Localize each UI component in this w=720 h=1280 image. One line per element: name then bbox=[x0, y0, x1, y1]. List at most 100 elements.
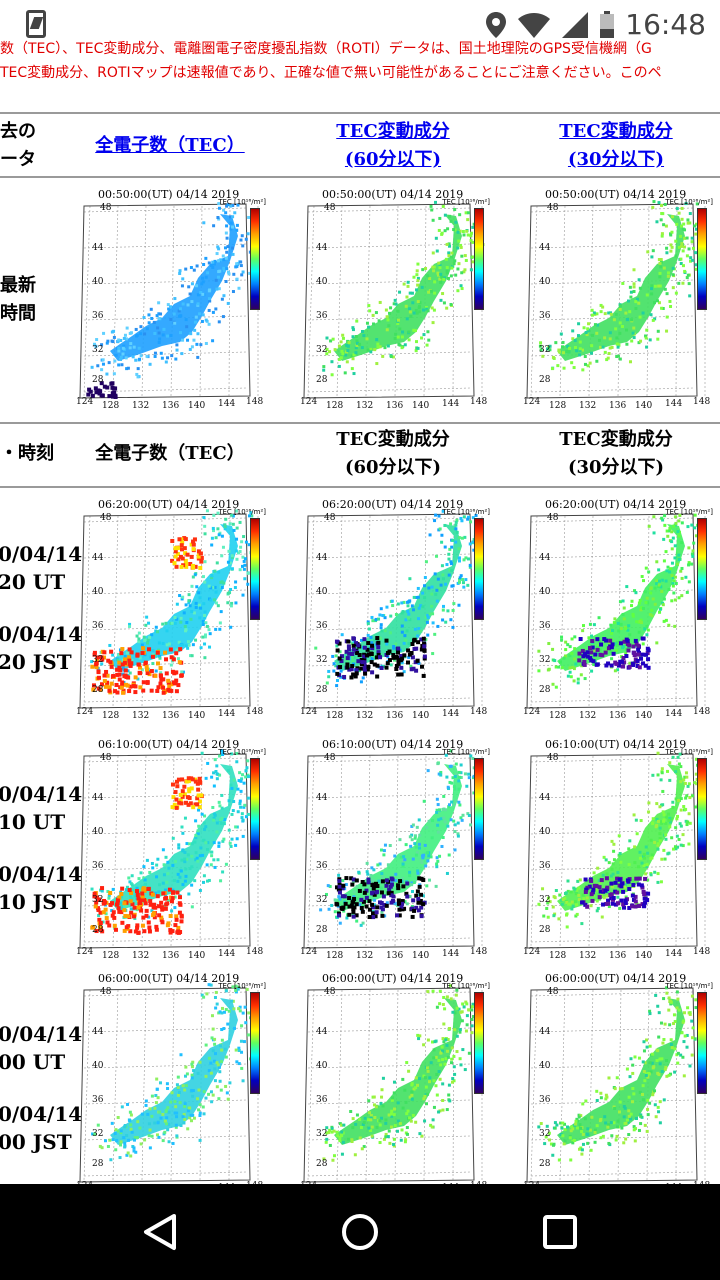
svg-text:124: 124 bbox=[300, 707, 317, 717]
row3-date-ut: 0/04/14 bbox=[0, 1022, 83, 1046]
map-row2-tec-30[interactable]: 48 44 40 36 32 28 124 128 132 136 140 144 148 06:10:… bbox=[517, 736, 717, 966]
svg-text:128: 128 bbox=[326, 401, 343, 411]
svg-text:132: 132 bbox=[356, 951, 373, 961]
svg-text:128: 128 bbox=[326, 711, 343, 721]
svg-text:28: 28 bbox=[539, 1159, 551, 1169]
svg-text:132: 132 bbox=[132, 951, 149, 961]
svg-text:144: 144 bbox=[218, 399, 235, 409]
svg-text:136: 136 bbox=[162, 951, 179, 961]
svg-text:144: 144 bbox=[665, 709, 682, 719]
svg-text:28: 28 bbox=[92, 925, 104, 935]
row1-date-jst: 0/04/14 bbox=[0, 622, 83, 646]
recents-icon[interactable] bbox=[542, 1214, 578, 1250]
svg-text:36: 36 bbox=[539, 621, 551, 631]
svg-text:144: 144 bbox=[442, 949, 459, 959]
svg-text:36: 36 bbox=[316, 1095, 328, 1105]
notification-icon bbox=[26, 10, 46, 38]
svg-text:44: 44 bbox=[92, 793, 104, 803]
map-row1-tec[interactable]: 48 44 40 36 32 28 124 128 132 136 140 144 148 06:20:… bbox=[70, 496, 270, 726]
svg-text:44: 44 bbox=[539, 553, 551, 563]
svg-text:136: 136 bbox=[609, 401, 626, 411]
map-latest-tec[interactable]: 48 44 40 36 32 28 124 128 132 136 140 144 148 00:50:… bbox=[70, 186, 270, 416]
svg-text:148: 148 bbox=[470, 947, 487, 957]
tec-variation-30-link[interactable]: TEC変動成分 (30分以下) bbox=[559, 121, 673, 170]
svg-text:28: 28 bbox=[92, 1159, 104, 1169]
svg-text:140: 140 bbox=[412, 711, 429, 721]
map-row1-tec-60[interactable]: 48 44 40 36 32 28 124 128 132 136 140 144 148 06:20:… bbox=[294, 496, 494, 726]
svg-text:40: 40 bbox=[316, 1061, 328, 1071]
svg-text:148: 148 bbox=[246, 947, 263, 957]
svg-text:40: 40 bbox=[316, 587, 328, 597]
row2-date-jst: 0/04/14 bbox=[0, 862, 83, 886]
svg-text:32: 32 bbox=[92, 1129, 103, 1139]
svg-text:144: 144 bbox=[442, 399, 459, 409]
svg-text:28: 28 bbox=[539, 375, 551, 385]
svg-text:148: 148 bbox=[693, 947, 710, 957]
svg-text:44: 44 bbox=[539, 243, 551, 253]
svg-text:40: 40 bbox=[539, 277, 551, 287]
colorbar bbox=[250, 518, 260, 620]
map-row2-tec[interactable]: 48 44 40 36 32 28 124 128 132 136 140 144 148 06:10:… bbox=[70, 736, 270, 966]
battery-icon bbox=[600, 10, 615, 38]
map-latest-tec-60[interactable]: 48 44 40 36 32 28 124 128 132 136 140 144 148 00:50:… bbox=[294, 186, 494, 416]
clock: 16:48 bbox=[625, 8, 706, 41]
svg-text:140: 140 bbox=[635, 951, 652, 961]
svg-text:148: 148 bbox=[246, 707, 263, 717]
notice-line-1: 数（TEC）、TEC変動成分、電離圏電子密度擾乱指数（ROTI）データは、国土地… bbox=[0, 41, 652, 57]
svg-text:128: 128 bbox=[326, 951, 343, 961]
svg-text:128: 128 bbox=[102, 401, 119, 411]
svg-text:40: 40 bbox=[92, 827, 104, 837]
svg-text:132: 132 bbox=[132, 711, 149, 721]
tec-link[interactable]: 全電子数（TEC） bbox=[95, 135, 245, 156]
svg-text:28: 28 bbox=[316, 375, 328, 385]
map-row2-tec-60[interactable]: 48 44 40 36 32 28 124 128 132 136 140 144 148 06:10:… bbox=[294, 736, 494, 966]
svg-text:28: 28 bbox=[316, 925, 328, 935]
svg-text:136: 136 bbox=[162, 401, 179, 411]
svg-text:140: 140 bbox=[635, 711, 652, 721]
map-row1-tec-30[interactable]: 48 44 40 36 32 28 124 128 132 136 140 144 148 06:20:… bbox=[517, 496, 717, 726]
svg-text:44: 44 bbox=[316, 793, 328, 803]
status-bar: 16:48 bbox=[0, 0, 720, 48]
header2-col0: ・時刻 bbox=[0, 443, 54, 464]
header2-tec-60: TEC変動成分 (60分以下) bbox=[336, 429, 450, 478]
back-icon[interactable] bbox=[140, 1212, 180, 1252]
colorbar bbox=[697, 758, 707, 860]
svg-text:144: 144 bbox=[218, 949, 235, 959]
svg-text:36: 36 bbox=[539, 861, 551, 871]
colorbar bbox=[250, 758, 260, 860]
svg-text:132: 132 bbox=[356, 711, 373, 721]
tec-variation-60-link[interactable]: TEC変動成分 (60分以下) bbox=[336, 121, 450, 170]
home-icon[interactable] bbox=[340, 1212, 380, 1252]
svg-text:124: 124 bbox=[523, 707, 540, 717]
svg-text:28: 28 bbox=[92, 685, 104, 695]
svg-text:136: 136 bbox=[386, 401, 403, 411]
svg-text:44: 44 bbox=[539, 793, 551, 803]
header-col0-line1: 去の bbox=[0, 121, 36, 142]
svg-text:144: 144 bbox=[665, 949, 682, 959]
wifi-icon bbox=[518, 12, 551, 38]
row2-time-ut: 10 UT bbox=[0, 810, 66, 834]
map-latest-tec-30[interactable]: 48 44 40 36 32 28 124 128 132 136 140 144 148 00:50:… bbox=[517, 186, 717, 416]
divider bbox=[0, 422, 720, 424]
svg-text:132: 132 bbox=[356, 401, 373, 411]
svg-text:40: 40 bbox=[92, 1061, 104, 1071]
location-icon bbox=[486, 11, 507, 38]
svg-text:48: 48 bbox=[547, 513, 559, 523]
svg-text:36: 36 bbox=[92, 621, 104, 631]
row2-date-ut: 0/04/14 bbox=[0, 782, 83, 806]
svg-text:32: 32 bbox=[316, 1129, 327, 1139]
svg-text:140: 140 bbox=[188, 951, 205, 961]
row1-time-ut: 20 UT bbox=[0, 570, 66, 594]
colorbar bbox=[697, 208, 707, 310]
divider bbox=[0, 112, 720, 114]
